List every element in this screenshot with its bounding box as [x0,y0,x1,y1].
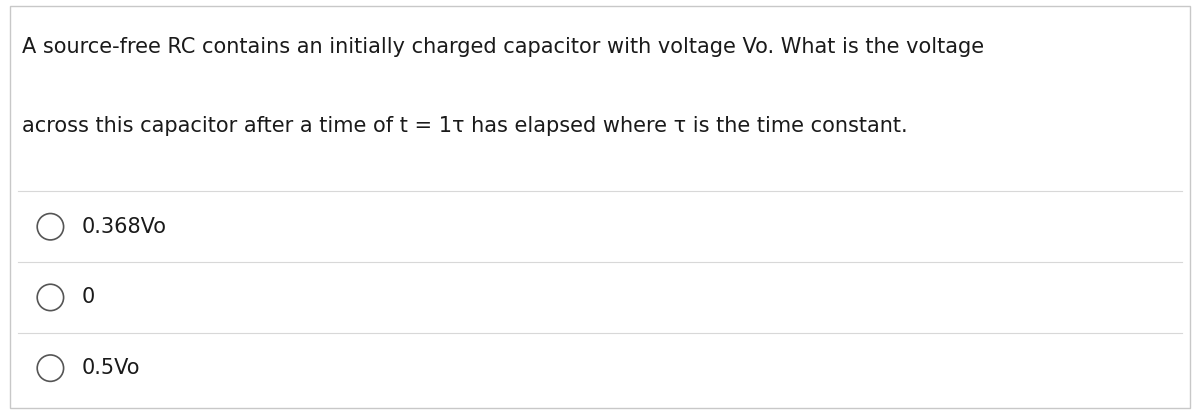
Text: 0.5Vo: 0.5Vo [82,358,140,378]
Text: across this capacitor after a time of t = 1τ has elapsed where τ is the time con: across this capacitor after a time of t … [22,116,907,136]
Text: A source-free RC contains an initially charged capacitor with voltage Vo. What i: A source-free RC contains an initially c… [22,37,984,57]
Text: 0.368Vo: 0.368Vo [82,217,167,237]
Text: 0: 0 [82,287,95,307]
FancyBboxPatch shape [10,6,1190,408]
